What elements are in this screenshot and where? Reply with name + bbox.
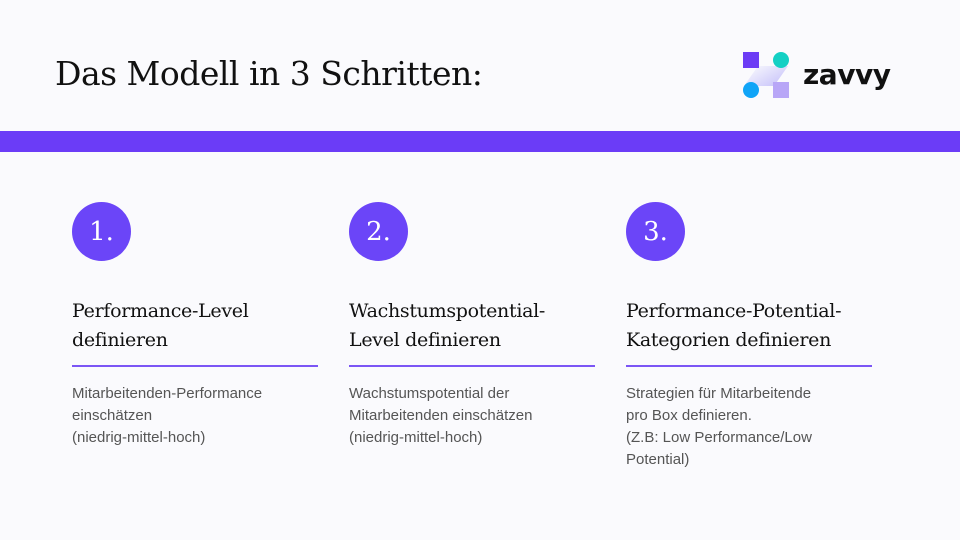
page-title: Das Modell in 3 Schritten: bbox=[55, 54, 483, 93]
step-divider bbox=[626, 365, 872, 367]
step-description: Wachstumspotential der Mitarbeitenden ei… bbox=[349, 385, 533, 446]
step-number: 1. bbox=[89, 216, 114, 247]
logo-lilac-square bbox=[773, 82, 789, 98]
step-number: 3. bbox=[643, 216, 668, 247]
step-2: 2. Wachstumspotential- Level definieren … bbox=[349, 202, 599, 449]
step-1: 1. Performance-Level definieren Mitarbei… bbox=[72, 202, 322, 449]
step-divider bbox=[72, 365, 318, 367]
logo-purple-square bbox=[743, 52, 759, 68]
step-number: 2. bbox=[366, 216, 391, 247]
step-number-badge: 3. bbox=[626, 202, 685, 261]
step-number-badge: 2. bbox=[349, 202, 408, 261]
zavvy-logo-icon bbox=[743, 52, 789, 98]
step-3: 3. Performance-Potential- Kategorien def… bbox=[626, 202, 876, 471]
step-title: Performance-Potential- Kategorien defini… bbox=[626, 300, 842, 351]
step-description: Strategien für Mitarbeitende pro Box def… bbox=[626, 385, 812, 468]
step-title: Performance-Level definieren bbox=[72, 300, 249, 351]
logo-wordmark: zavvy bbox=[803, 58, 891, 91]
logo-blue-circle bbox=[743, 82, 759, 98]
step-title: Wachstumspotential- Level definieren bbox=[349, 300, 546, 351]
accent-bar bbox=[0, 131, 960, 152]
step-number-badge: 1. bbox=[72, 202, 131, 261]
step-divider bbox=[349, 365, 595, 367]
zavvy-logo: zavvy bbox=[743, 52, 891, 98]
logo-teal-circle bbox=[773, 52, 789, 68]
step-description: Mitarbeitenden-Performance einschätzen (… bbox=[72, 385, 263, 446]
